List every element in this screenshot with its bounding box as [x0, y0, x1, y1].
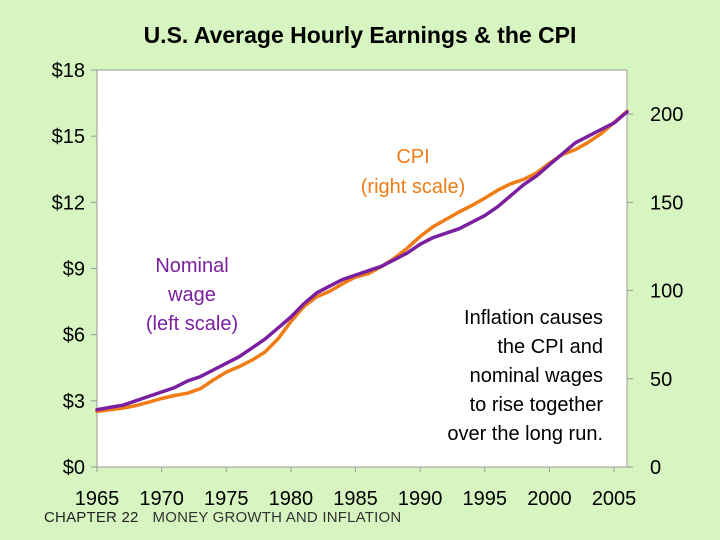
- cpi-scale-label: CPI: [396, 146, 429, 168]
- left-tick-label: $15: [52, 126, 85, 148]
- annotations: CPI (right scale) Nominal wage (left scale) I…: [146, 146, 603, 445]
- x-tick-label: 2000: [527, 488, 572, 510]
- nominal-wage-series-line: [95, 110, 629, 412]
- left-tick-label: $12: [52, 192, 85, 214]
- right-tick-label: 100: [650, 281, 683, 303]
- wage-scale-label: wage: [167, 284, 216, 306]
- inflation-note: nominal wages: [470, 365, 603, 387]
- series-layer: [95, 109, 629, 414]
- plot-area: [96, 69, 628, 468]
- cpi-scale-label: (right scale): [361, 176, 465, 198]
- x-tick-label: 1980: [269, 488, 314, 510]
- x-tick-label: 1985: [333, 488, 378, 510]
- right-tick-label: 200: [650, 104, 683, 126]
- right-axis: 0 50 100 150 200: [627, 104, 683, 479]
- x-tick-label: 1970: [139, 488, 184, 510]
- x-tick-label: 2005: [592, 488, 637, 510]
- left-tick-label: $6: [63, 325, 85, 347]
- left-tick-label: $3: [63, 391, 85, 413]
- x-tick-label: 1995: [463, 488, 508, 510]
- footer-chapter: CHAPTER 22: [44, 509, 139, 526]
- inflation-note: Inflation causes: [464, 307, 603, 329]
- cpi-series-line: [95, 109, 629, 414]
- right-tick-label: 50: [650, 369, 672, 391]
- x-tick-label: 1990: [398, 488, 443, 510]
- wage-scale-label: (left scale): [146, 313, 238, 335]
- left-tick-label: $18: [52, 60, 85, 82]
- slide-footer: CHAPTER 22 MONEY GROWTH AND INFLATION: [44, 509, 401, 526]
- slide-title: U.S. Average Hourly Earnings & the CPI: [143, 22, 577, 48]
- x-axis: 1965 1970 1975 1980 1985 1990 1995 2000 2005: [75, 467, 637, 510]
- right-tick-label: 150: [650, 192, 683, 214]
- footer-subject: MONEY GROWTH AND INFLATION: [152, 509, 402, 526]
- left-axis: $0 $3 $6 $9 $12 $15 $18: [52, 60, 97, 479]
- x-tick-label: 1975: [204, 488, 249, 510]
- left-tick-label: $9: [63, 259, 85, 281]
- wage-scale-label: Nominal: [155, 255, 228, 277]
- right-tick-label: 0: [650, 457, 661, 479]
- inflation-note: over the long run.: [447, 423, 603, 445]
- x-tick-label: 1965: [75, 488, 120, 510]
- left-tick-label: $0: [63, 457, 85, 479]
- inflation-note: the CPI and: [497, 336, 603, 358]
- inflation-note: to rise together: [470, 394, 604, 416]
